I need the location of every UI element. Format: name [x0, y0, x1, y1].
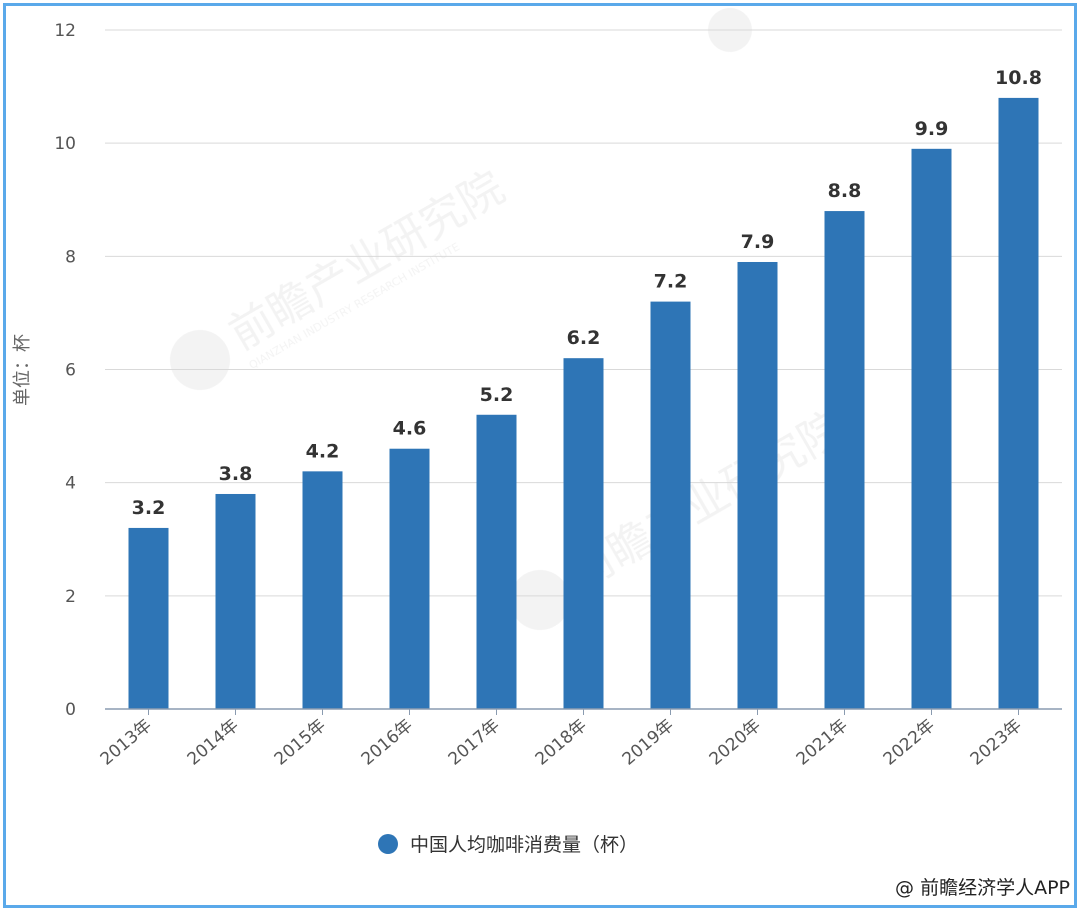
bar-value-label: 8.8 — [828, 180, 862, 202]
bar — [215, 493, 256, 709]
x-tick-label: 2015年 — [271, 716, 330, 770]
bar-value-label: 3.8 — [219, 463, 253, 485]
bar-value-label: 4.2 — [306, 440, 340, 462]
bars — [128, 97, 1039, 710]
bar-value-label: 4.6 — [393, 418, 427, 440]
y-tick-label: 6 — [65, 361, 76, 381]
bar — [737, 261, 778, 709]
bar-value-label: 7.9 — [741, 231, 775, 253]
y-tick-label: 8 — [65, 247, 76, 267]
bar-value-label: 5.2 — [480, 384, 514, 406]
x-tick-label: 2021年 — [793, 716, 852, 770]
gridlines — [105, 29, 1062, 597]
legend-label: 中国人均咖啡消费量（杯） — [410, 834, 638, 856]
bar-value-label: 3.2 — [132, 497, 166, 519]
y-axis-title: 单位：杯 — [12, 334, 33, 406]
chart-frame — [3, 3, 1077, 908]
y-axis-ticks: 0 2 4 6 8 10 12 — [54, 21, 76, 720]
legend: 中国人均咖啡消费量（杯） — [378, 834, 638, 856]
x-tick-label: 2022年 — [880, 716, 939, 770]
source-credit: @ 前瞻经济学人APP — [895, 877, 1070, 899]
x-tick-label: 2014年 — [184, 716, 243, 770]
svg-text:前瞻产业研究院: 前瞻产业研究院 — [221, 162, 513, 360]
bar-value-label: 7.2 — [654, 271, 688, 293]
x-tick-label: 2013年 — [97, 716, 156, 770]
bar — [998, 97, 1039, 709]
x-tick-label: 2020年 — [706, 716, 765, 770]
x-tick-label: 2023年 — [967, 716, 1026, 770]
x-tick-label: 2016年 — [358, 716, 417, 770]
legend-marker — [378, 834, 398, 854]
bar — [563, 358, 604, 709]
x-axis-ticks: 2013年 2014年 2015年 2016年 2017年 2018年 2019年 2020年… — [97, 709, 1026, 770]
bar — [824, 211, 865, 710]
bar — [650, 301, 691, 709]
x-tick-label: 2018年 — [532, 716, 591, 770]
bar-value-label: 6.2 — [567, 327, 601, 349]
y-tick-label: 4 — [65, 474, 76, 494]
x-tick-label: 2019年 — [619, 716, 678, 770]
y-tick-label: 10 — [54, 134, 76, 154]
y-tick-label: 0 — [65, 700, 76, 720]
svg-text:前瞻产业研究院: 前瞻产业研究院 — [561, 402, 853, 600]
y-tick-label: 12 — [54, 21, 76, 41]
bar-value-label: 10.8 — [995, 67, 1042, 89]
bar — [389, 448, 430, 709]
y-tick-label: 2 — [65, 587, 76, 607]
bar — [911, 148, 952, 709]
bar — [476, 414, 517, 709]
bar — [302, 471, 343, 709]
x-tick-label: 2017年 — [445, 716, 504, 770]
bar — [128, 527, 169, 709]
bar-value-label: 9.9 — [915, 118, 949, 140]
bar-value-labels: 3.2 3.8 4.2 4.6 5.2 6.2 7.2 7.9 8.8 9.9 10.8 — [132, 67, 1042, 519]
